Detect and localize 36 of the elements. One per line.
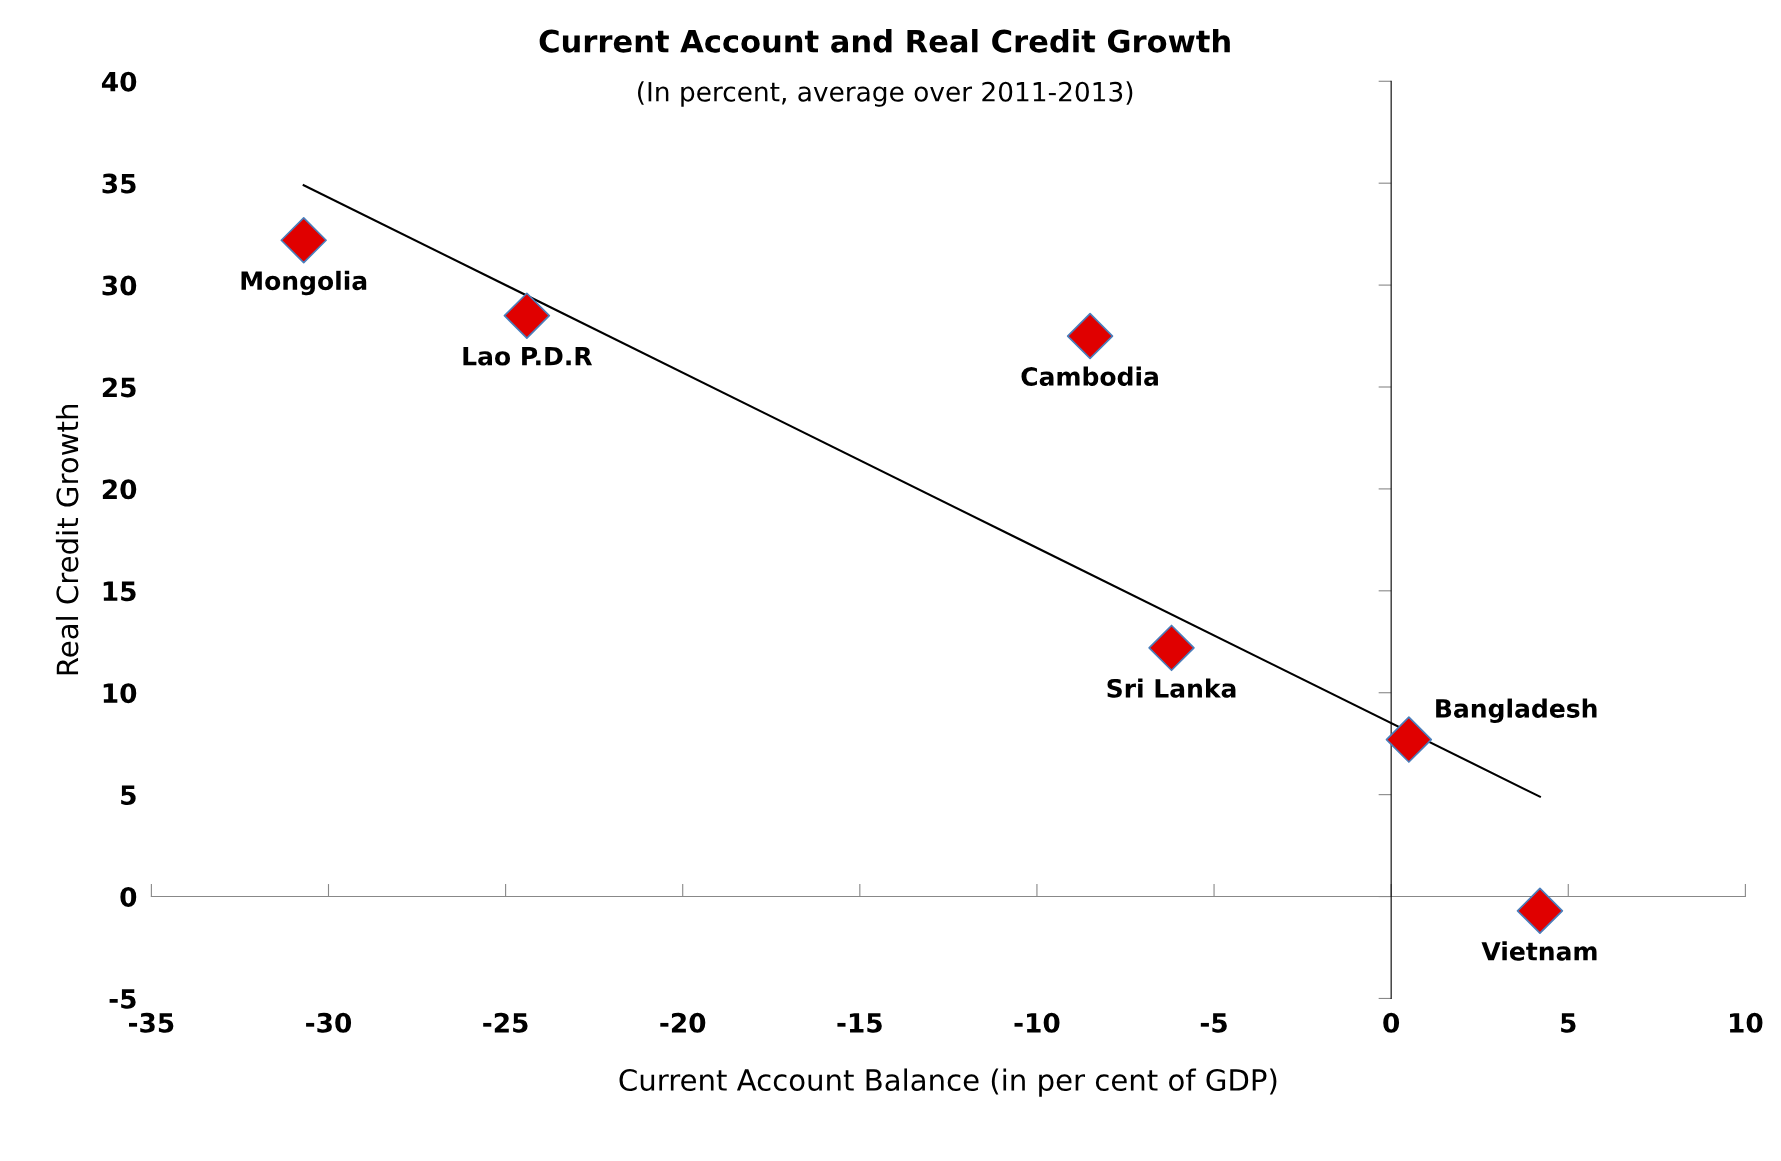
y-tick-label: 0 xyxy=(120,886,137,907)
y-tick-label: 30 xyxy=(102,275,137,296)
point xyxy=(503,292,551,339)
point xyxy=(1516,887,1564,935)
x-tick-label: 5 xyxy=(1561,1013,1576,1033)
point xyxy=(280,217,327,264)
annotation: Bangladesh xyxy=(1436,698,1597,723)
y-tick-label: 15 xyxy=(103,581,136,602)
x-tick-label: -5 xyxy=(1200,1013,1227,1033)
chart-title: Current Account and Real Credit Growth xyxy=(539,29,1230,53)
y-tick-label: 40 xyxy=(101,71,137,92)
y-tick-label: 35 xyxy=(102,173,136,194)
x-tick-label: -30 xyxy=(306,1012,352,1033)
annotation: Lao P.D.R xyxy=(463,346,593,366)
point xyxy=(1148,624,1195,672)
y-axis-title: Real Credit Growth xyxy=(55,405,79,675)
x-tick-label: 10 xyxy=(1730,1012,1763,1033)
annotation: Sri Lanka xyxy=(1107,678,1236,698)
point xyxy=(1066,312,1114,360)
annotation: Vietnam xyxy=(1481,941,1597,961)
point xyxy=(1385,716,1433,763)
x-tick-label: -35 xyxy=(128,1012,174,1033)
x-tick-label: -10 xyxy=(1014,1012,1060,1033)
x-tick-label: -20 xyxy=(660,1012,706,1033)
y-tick-label: -5 xyxy=(109,989,136,1009)
annotation: Cambodia xyxy=(1021,366,1158,386)
chart-subtitle: (In percent, average over 2011-2013) xyxy=(638,81,1133,107)
x-tick-label: -25 xyxy=(483,1012,528,1033)
x-tick-label: -15 xyxy=(837,1013,882,1033)
y-tick-label: 10 xyxy=(103,683,137,704)
y-tick-label: 5 xyxy=(121,785,136,806)
annotation: Mongolia xyxy=(241,270,367,296)
y-tick-label: 25 xyxy=(102,377,136,398)
x-tick-label: 0 xyxy=(1383,1012,1400,1033)
x-axis-title: Current Account Balance (in per cent of GDP) xyxy=(619,1068,1277,1097)
y-tick-label: 20 xyxy=(102,479,137,500)
